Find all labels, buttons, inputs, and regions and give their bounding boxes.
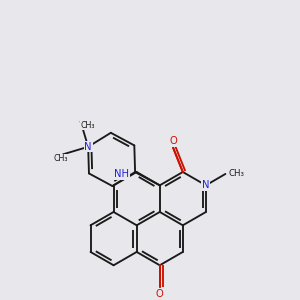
Text: O: O [169,136,177,146]
Text: CH₃: CH₃ [229,169,245,178]
Text: NH: NH [114,169,129,179]
Text: N: N [84,142,92,152]
Text: O: O [156,289,164,298]
Text: N: N [202,180,210,190]
Text: CH₃: CH₃ [80,121,95,130]
Text: CH₃: CH₃ [53,154,68,163]
